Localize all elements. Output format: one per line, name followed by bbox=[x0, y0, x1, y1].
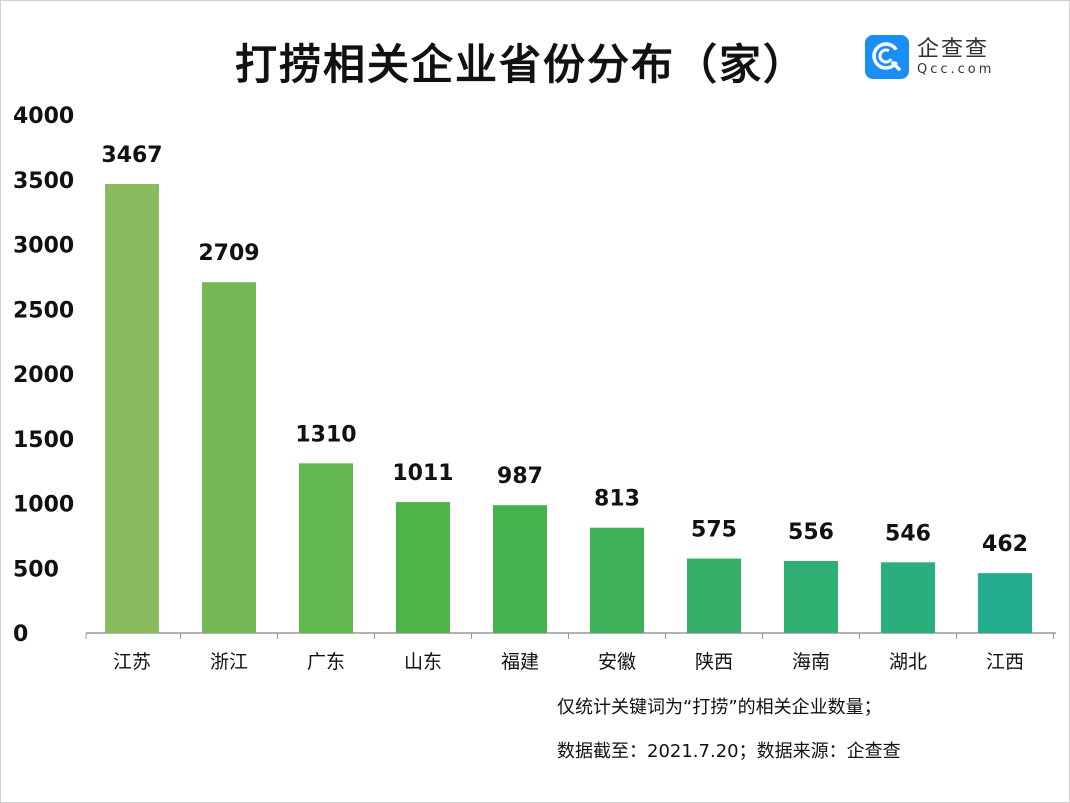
bar-陕西 bbox=[687, 558, 741, 633]
data-label: 546 bbox=[885, 521, 931, 546]
y-tick-label: 0 bbox=[13, 622, 28, 647]
bar-福建 bbox=[493, 505, 547, 633]
x-tick-label: 山东 bbox=[404, 651, 442, 673]
bar-湖北 bbox=[881, 562, 935, 633]
bar-广东 bbox=[299, 463, 353, 633]
x-tick-label: 湖北 bbox=[889, 651, 927, 673]
x-tick-label: 浙江 bbox=[210, 651, 248, 673]
y-tick-label: 2500 bbox=[13, 298, 74, 323]
x-tick-label: 福建 bbox=[501, 651, 539, 673]
data-label: 987 bbox=[497, 464, 543, 489]
qcc-logo: 企查查 Qcc.com bbox=[865, 35, 994, 79]
y-tick-label: 4000 bbox=[13, 104, 74, 129]
y-tick-label: 3000 bbox=[13, 234, 74, 259]
chart-title: 打捞相关企业省份分布（家） bbox=[234, 40, 807, 89]
y-tick-label: 3500 bbox=[13, 169, 74, 194]
x-tick-label: 安徽 bbox=[598, 651, 636, 673]
note-scope: 仅统计关键词为“打捞”的相关企业数量； bbox=[557, 697, 882, 718]
data-label: 3467 bbox=[101, 143, 162, 168]
data-label: 1310 bbox=[295, 422, 356, 447]
data-label: 556 bbox=[788, 520, 834, 545]
x-tick-label: 海南 bbox=[792, 651, 830, 673]
note-source: 数据截至：2021.7.20；数据来源：企查查 bbox=[557, 741, 901, 762]
x-tick-label: 广东 bbox=[307, 651, 345, 673]
data-label: 462 bbox=[982, 532, 1028, 557]
x-tick-label: 江苏 bbox=[113, 651, 151, 673]
qcc-logo-icon bbox=[865, 35, 909, 79]
bar-安徽 bbox=[590, 527, 644, 633]
x-tick-label: 陕西 bbox=[695, 651, 733, 673]
data-label: 575 bbox=[691, 518, 737, 543]
y-tick-label: 500 bbox=[13, 557, 59, 582]
y-tick-label: 1500 bbox=[13, 428, 74, 453]
data-label: 2709 bbox=[198, 241, 259, 266]
bar-浙江 bbox=[202, 282, 256, 633]
logo-en-text: Qcc.com bbox=[917, 61, 995, 77]
bar-海南 bbox=[784, 560, 838, 633]
bar-江苏 bbox=[105, 184, 159, 633]
bar-山东 bbox=[396, 502, 450, 633]
bar-江西 bbox=[978, 573, 1032, 633]
y-tick-label: 2000 bbox=[13, 363, 74, 388]
x-tick-label: 江西 bbox=[986, 651, 1024, 673]
data-label: 813 bbox=[594, 487, 640, 512]
logo-cn-text: 企查查 bbox=[917, 36, 990, 62]
data-label: 1011 bbox=[392, 461, 453, 486]
y-tick-label: 1000 bbox=[13, 493, 74, 518]
